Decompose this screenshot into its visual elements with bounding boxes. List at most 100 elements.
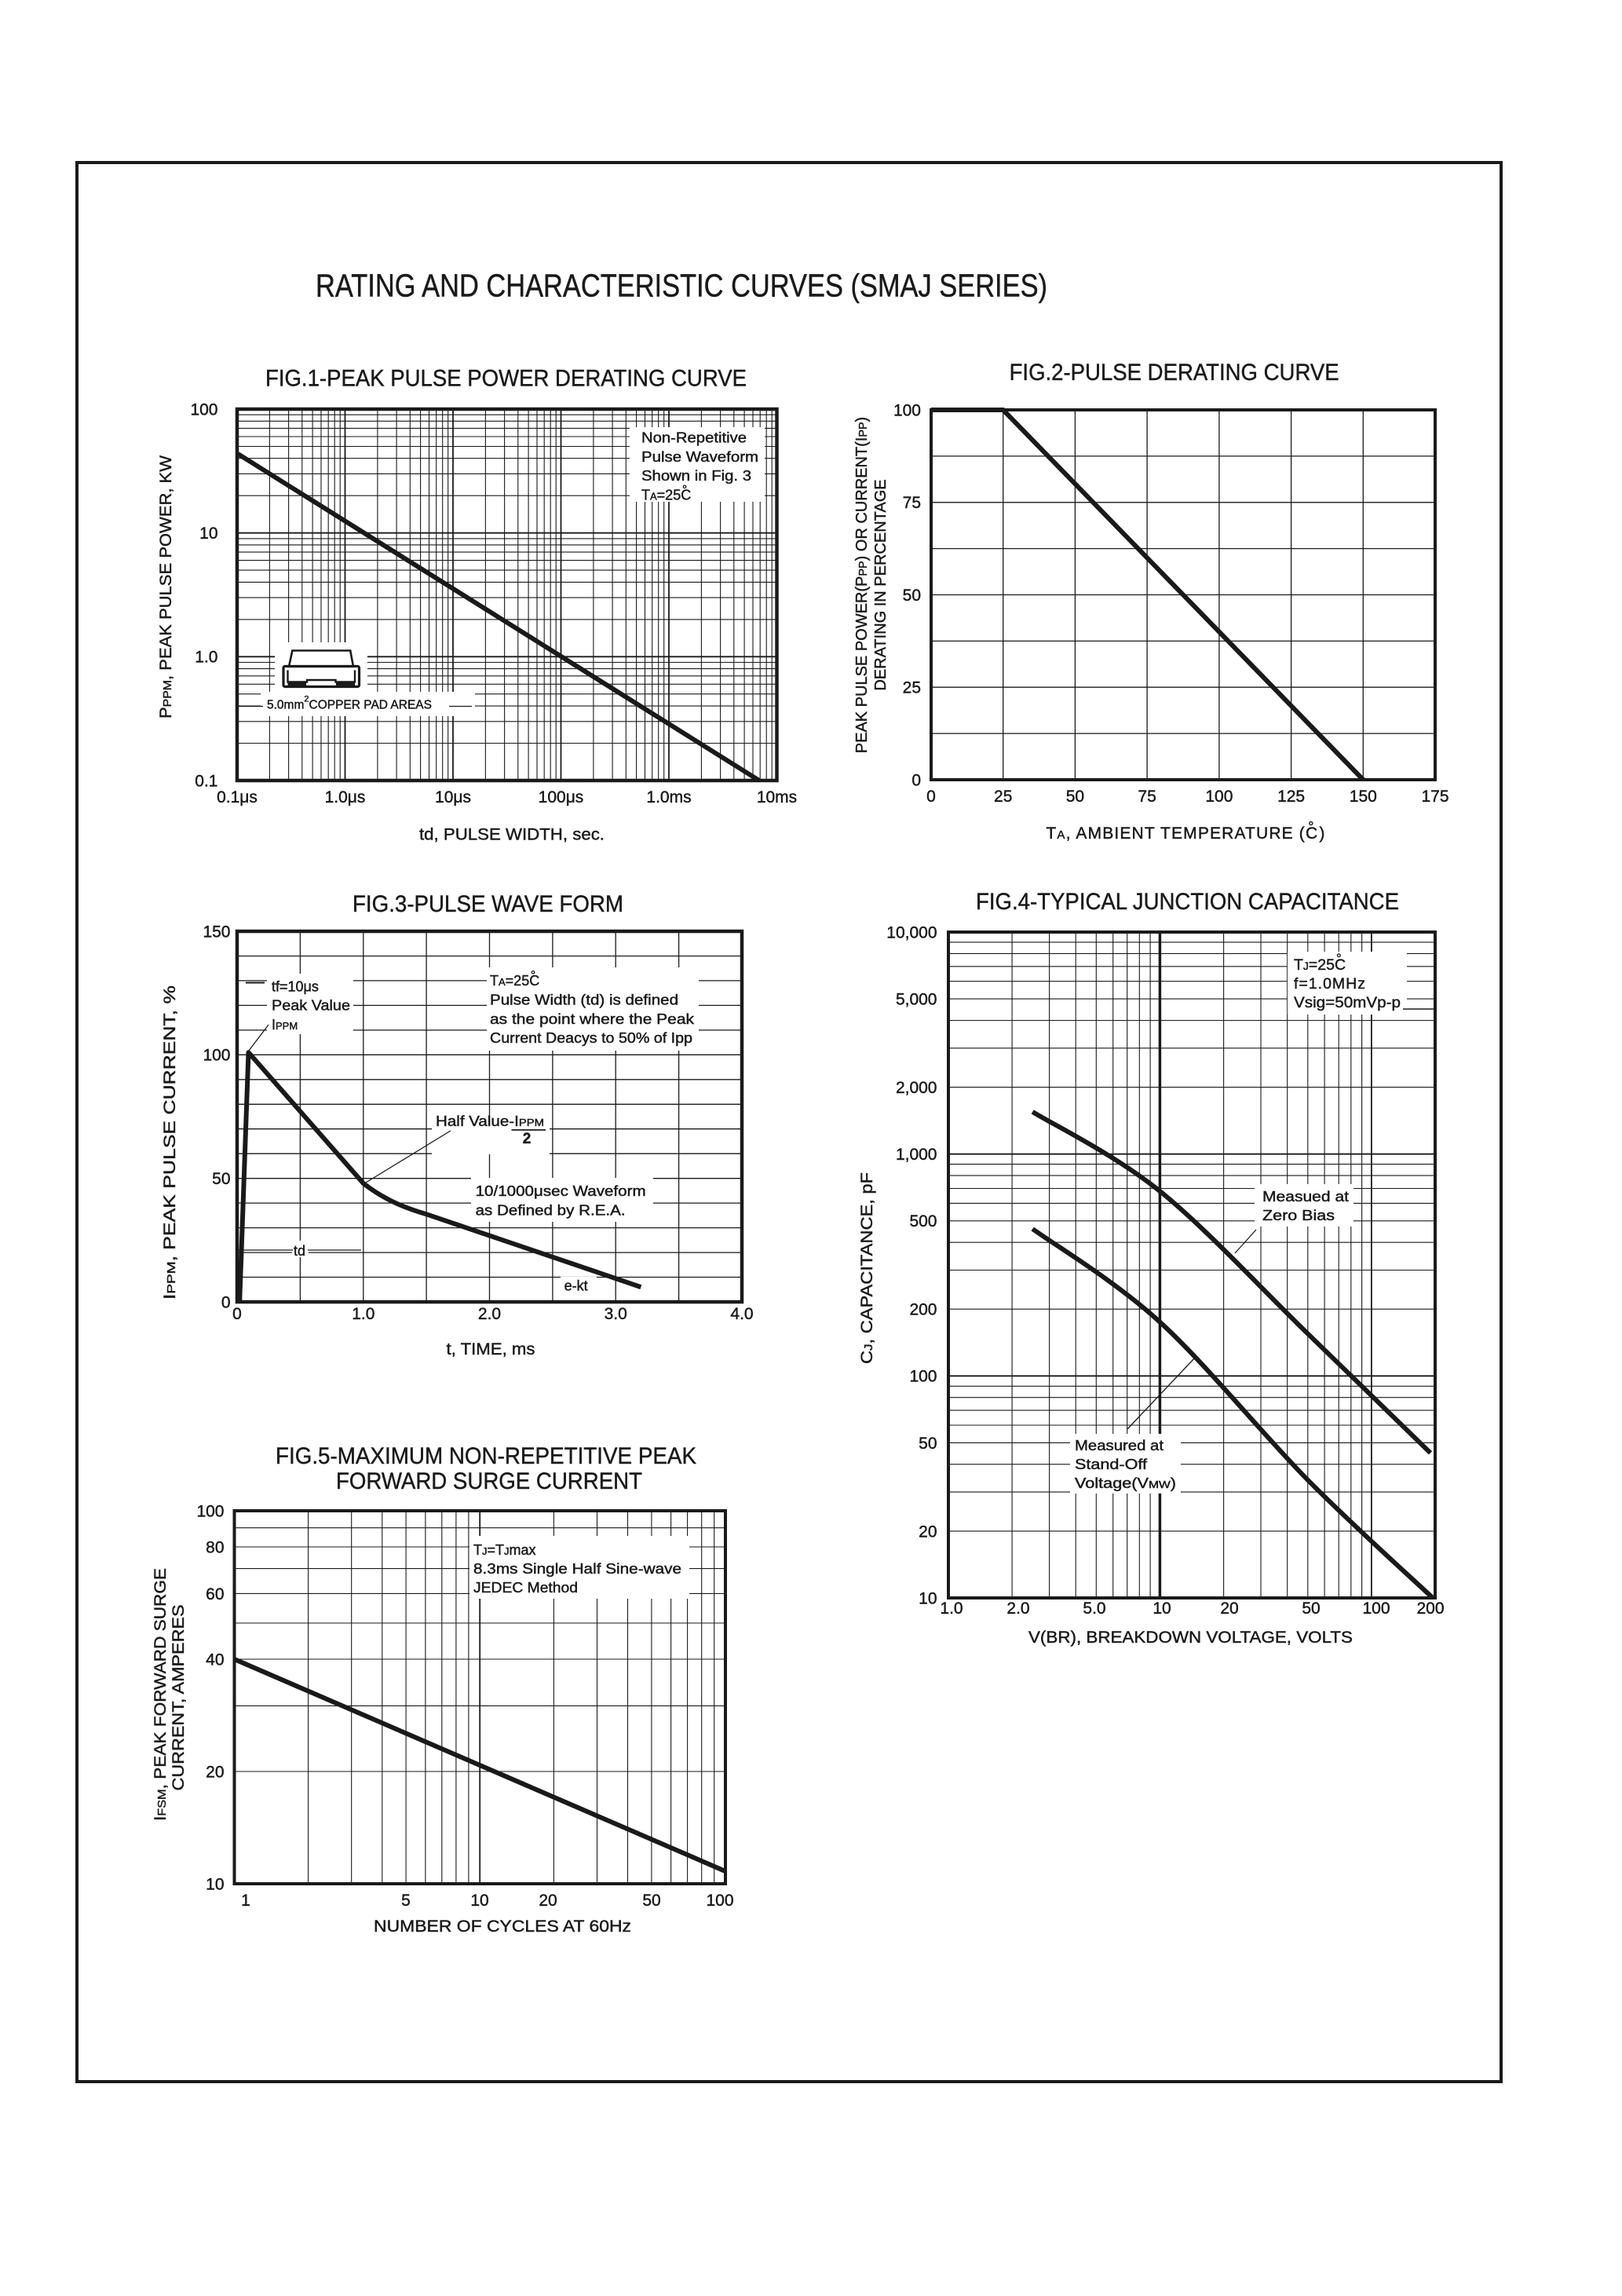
- svg-text:IPPM: IPPM: [272, 1017, 298, 1033]
- svg-text:100: 100: [706, 1892, 733, 1910]
- svg-text:Peak Value: Peak Value: [272, 998, 350, 1014]
- svg-text:175: 175: [1421, 788, 1448, 806]
- svg-text:0.1μs: 0.1μs: [217, 788, 258, 806]
- svg-text:0: 0: [232, 1305, 242, 1323]
- svg-text:100μs: 100μs: [539, 788, 584, 806]
- svg-text:1.0μs: 1.0μs: [325, 788, 366, 806]
- svg-text:50: 50: [919, 1435, 937, 1453]
- svg-text:10: 10: [206, 1875, 224, 1893]
- svg-text:40: 40: [206, 1651, 224, 1669]
- svg-text:20: 20: [206, 1763, 224, 1781]
- svg-text:50: 50: [1302, 1600, 1320, 1618]
- svg-text:200: 200: [1416, 1600, 1444, 1618]
- svg-text:5: 5: [401, 1892, 411, 1910]
- svg-text:td, PULSE WIDTH, sec.: td, PULSE WIDTH, sec.: [419, 826, 605, 844]
- svg-text:Zero Bias: Zero Bias: [1262, 1208, 1335, 1223]
- svg-text:DERATING IN PERCENTAGE: DERATING IN PERCENTAGE: [872, 479, 890, 690]
- svg-text:Non-Repetitive: Non-Repetitive: [641, 430, 747, 445]
- svg-text:5.0: 5.0: [1083, 1600, 1105, 1618]
- svg-text:10,000: 10,000: [886, 923, 937, 941]
- svg-text:5,000: 5,000: [896, 991, 937, 1009]
- svg-text:50: 50: [903, 587, 921, 605]
- svg-text:PEAK PULSE POWER(PPP) OR CURRE: PEAK PULSE POWER(PPP) OR CURRENT(IPP): [853, 417, 871, 753]
- svg-text:RATING AND CHARACTERISTIC CURV: RATING AND CHARACTERISTIC CURVES (SMAJ S…: [316, 268, 1047, 304]
- svg-text:1.0ms: 1.0ms: [646, 788, 691, 806]
- svg-text:8.3ms Single Half Sine-wave: 8.3ms Single Half Sine-wave: [473, 1561, 681, 1577]
- svg-text:CJ, CAPACITANCE, pF: CJ, CAPACITANCE, pF: [858, 1172, 876, 1364]
- svg-text:150: 150: [1350, 788, 1377, 806]
- svg-text:50: 50: [212, 1170, 230, 1188]
- svg-text:10: 10: [919, 1589, 937, 1607]
- svg-text:NUMBER OF CYCLES AT 60Hz: NUMBER OF CYCLES AT 60Hz: [374, 1918, 631, 1936]
- svg-text:0: 0: [926, 788, 936, 806]
- svg-text:10: 10: [1153, 1600, 1171, 1618]
- svg-text:1.0: 1.0: [352, 1305, 374, 1323]
- svg-text:0.1: 0.1: [195, 772, 217, 790]
- svg-text:10: 10: [470, 1892, 488, 1910]
- svg-text:100: 100: [893, 401, 921, 419]
- svg-text:50: 50: [642, 1892, 660, 1910]
- svg-text:10/1000μsec Waveform: 10/1000μsec Waveform: [476, 1183, 646, 1199]
- svg-text:60: 60: [206, 1585, 224, 1603]
- svg-text:Stand-Off: Stand-Off: [1075, 1457, 1148, 1472]
- svg-text:PPPM, PEAK PULSE POWER, KW: PPPM, PEAK PULSE POWER, KW: [157, 455, 175, 718]
- svg-text:Half Value-IPPM: Half Value-I PPM: [436, 1113, 544, 1129]
- svg-text:2.0: 2.0: [478, 1305, 501, 1323]
- svg-text:200: 200: [909, 1301, 937, 1319]
- svg-text:FIG.1-PEAK PULSE POWER DERATIN: FIG.1-PEAK PULSE POWER DERATING CURVE: [265, 366, 747, 392]
- svg-text:CURRENT, AMPERES: CURRENT, AMPERES: [170, 1605, 188, 1791]
- svg-text:25: 25: [994, 788, 1012, 806]
- svg-text:10ms: 10ms: [757, 788, 797, 806]
- svg-text:Current Deacys to 50% of Ipp: Current Deacys to 50% of Ipp: [490, 1030, 692, 1046]
- svg-text:0: 0: [911, 771, 921, 789]
- svg-text:100: 100: [190, 400, 217, 419]
- svg-text:75: 75: [1138, 788, 1156, 806]
- svg-text:Voltage(VMW): Voltage(V MW): [1075, 1475, 1176, 1491]
- svg-text:JEDEC Method: JEDEC Method: [473, 1580, 578, 1596]
- svg-text:1: 1: [241, 1892, 250, 1910]
- svg-text:10μs: 10μs: [435, 788, 471, 806]
- svg-text:e-kt: e-kt: [564, 1278, 588, 1294]
- svg-text:0: 0: [221, 1293, 231, 1311]
- svg-text:2.0: 2.0: [1006, 1600, 1029, 1618]
- svg-text:Vsig=50mVp-p: Vsig=50mVp-p: [1294, 994, 1401, 1011]
- svg-text:20: 20: [539, 1892, 557, 1910]
- svg-text:FIG.3-PULSE WAVE FORM: FIG.3-PULSE WAVE FORM: [353, 891, 623, 917]
- svg-text:tf=10μs: tf=10μs: [272, 978, 319, 994]
- svg-text:IPPM, PEAK PULSE CURRENT, %: IPPM, PEAK PULSE CURRENT, %: [161, 985, 179, 1300]
- svg-text:80: 80: [206, 1538, 224, 1556]
- svg-text:Measured at: Measured at: [1075, 1438, 1164, 1453]
- svg-text:Measued at: Measued at: [1262, 1189, 1349, 1205]
- svg-text:V(BR), BREAKDOWN VOLTAGE, VOLT: V(BR), BREAKDOWN VOLTAGE, VOLTS: [1028, 1629, 1353, 1647]
- svg-text:20: 20: [1220, 1600, 1238, 1618]
- svg-text:100: 100: [1362, 1600, 1390, 1618]
- svg-text:Pulse Width (td) is defined: Pulse Width (td) is defined: [490, 992, 678, 1007]
- svg-text:150: 150: [203, 923, 230, 941]
- svg-text:as the point where the Peak: as the point where the Peak: [490, 1011, 695, 1027]
- svg-text:500: 500: [909, 1212, 937, 1230]
- svg-text:1.0: 1.0: [195, 649, 217, 667]
- svg-text:TJ=TJmax: TJ=TJmax: [473, 1542, 536, 1558]
- svg-text:Pulse Waveform: Pulse Waveform: [641, 449, 758, 465]
- svg-text:100: 100: [1205, 788, 1233, 806]
- svg-text:50: 50: [1066, 788, 1084, 806]
- svg-text:2: 2: [523, 1131, 532, 1147]
- svg-text:td: td: [294, 1243, 305, 1259]
- svg-text:IFSM, PEAK FORWARD SURGE: IFSM, PEAK FORWARD SURGE: [152, 1568, 170, 1821]
- svg-text:25: 25: [903, 679, 921, 697]
- svg-text:100: 100: [909, 1368, 937, 1386]
- svg-text:1.0: 1.0: [940, 1600, 963, 1618]
- svg-text:10: 10: [199, 525, 217, 543]
- svg-text:FIG.2-PULSE DERATING CURVE: FIG.2-PULSE DERATING CURVE: [1010, 360, 1339, 386]
- svg-text:FORWARD SURGE CURRENT: FORWARD SURGE CURRENT: [336, 1468, 642, 1494]
- svg-text:3.0: 3.0: [605, 1305, 627, 1323]
- svg-text:1,000: 1,000: [896, 1146, 937, 1164]
- svg-text:125: 125: [1277, 788, 1305, 806]
- svg-text:t, TIME, ms: t, TIME, ms: [447, 1340, 535, 1358]
- svg-text:100: 100: [203, 1047, 230, 1065]
- svg-text:FIG.5-MAXIMUM NON-REPETITIVE P: FIG.5-MAXIMUM NON-REPETITIVE PEAK: [276, 1443, 696, 1469]
- svg-text:2,000: 2,000: [896, 1079, 937, 1097]
- svg-text:20: 20: [919, 1523, 937, 1541]
- svg-text:f=1.0MHz: f=1.0MHz: [1294, 975, 1366, 993]
- svg-text:4.0: 4.0: [730, 1305, 753, 1323]
